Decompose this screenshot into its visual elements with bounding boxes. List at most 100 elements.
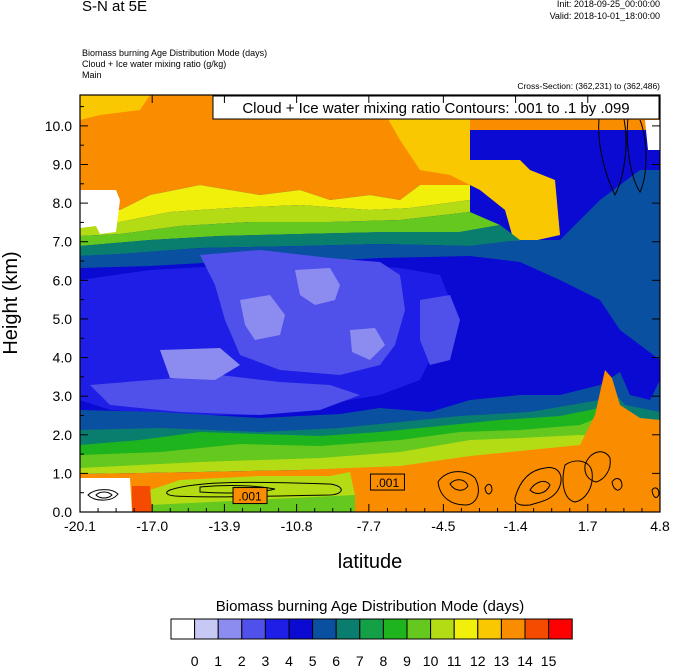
- field-surface-red: [132, 486, 152, 512]
- field-white-left: [80, 190, 120, 234]
- x-axis-label: latitude: [338, 551, 403, 573]
- field-low-band-11: [80, 435, 660, 474]
- y-axis: 0.0 1.0 2.0 3.0 4.0 5.0 6.0 7.0 8.0 9.0 10.0: [45, 106, 660, 520]
- subtitle-line-3: Main: [82, 70, 102, 80]
- y-tick-label: 3.0: [53, 388, 73, 404]
- x-tick-label: 1.7: [578, 518, 598, 534]
- field-upper-orange: [80, 95, 660, 210]
- page-title: S-N at 5E: [82, 0, 148, 15]
- colorbar-label: 1: [214, 653, 222, 668]
- field-white-right: [645, 120, 660, 150]
- contour-mid-2: [484, 483, 493, 495]
- plot-frame: [79, 94, 661, 513]
- colorbar-swatch: [453, 618, 479, 640]
- x-axis: -20.1 -17.0 -13.9 -10.8 -7.7 -4.5 -1.4 1.7 4.8: [64, 95, 670, 534]
- colorbar-label: 12: [470, 653, 486, 668]
- colorbar: [170, 618, 573, 640]
- colorbar-label: 2: [238, 653, 246, 668]
- colorbar-swatch: [312, 618, 337, 640]
- subtitle-line-2: Cloud + Ice water mixing ratio (g/kg): [82, 59, 227, 69]
- valid-time: Valid: 2018-10-01_18:00:00: [549, 11, 660, 21]
- contour-left-inner: [95, 491, 113, 499]
- colorbar-swatch: [477, 618, 502, 640]
- colorbar-label: 13: [494, 653, 510, 668]
- colorbar-swatch: [194, 618, 219, 640]
- colorbar-swatch: [217, 618, 243, 640]
- colorbar-label: 14: [517, 653, 533, 668]
- subtitle-line-1: Biomass burning Age Distribution Mode (d…: [82, 48, 268, 58]
- contour-labels: .001 .001: [232, 473, 405, 505]
- field-surface-orange: [80, 370, 660, 512]
- cloud-contours: [87, 109, 660, 506]
- contour-mid-1b: [449, 479, 469, 491]
- contour-label: .001: [376, 476, 400, 490]
- contour-right-1b: [529, 480, 551, 494]
- colorbar-label: 4: [285, 653, 293, 668]
- x-tick-label: -17.0: [136, 518, 168, 534]
- field-age-2-b: [240, 295, 285, 340]
- colorbar-labels: 0 1 2 3 4 5 6 7 8 9 10 11 12 13 14 15: [191, 653, 557, 668]
- colorbar-label: 7: [356, 653, 364, 668]
- x-tick-label: -13.9: [208, 518, 240, 534]
- field-age-3-right: [420, 295, 460, 365]
- colorbar-label: 3: [262, 653, 270, 668]
- contour-surface-main: [166, 481, 342, 498]
- x-tick-label: -1.4: [504, 518, 528, 534]
- y-tick-label: 1.0: [53, 465, 73, 481]
- y-tick-label: 9.0: [53, 157, 73, 173]
- colorbar-label: 6: [332, 653, 340, 668]
- colorbar-label: 11: [447, 653, 462, 668]
- field-age-2-d: [160, 348, 240, 380]
- contour-upper-right-1: [598, 109, 627, 197]
- contour-left: [87, 489, 119, 501]
- colorbar-label: 8: [380, 653, 388, 668]
- field-age-2-c: [350, 328, 385, 360]
- contour-label: .001: [238, 490, 262, 504]
- field-band-12: [80, 185, 470, 222]
- colorbar-swatch: [430, 618, 455, 640]
- field-band-11: [80, 200, 470, 236]
- colorbar-label: 0: [191, 653, 199, 668]
- colorbar-swatch: [524, 618, 550, 640]
- field-surface-white: [80, 478, 132, 512]
- x-tick-label: -7.7: [357, 518, 381, 534]
- field-upper-yellow-2: [380, 100, 560, 245]
- contour-label-box: [369, 473, 405, 491]
- colorbar-swatch: [335, 618, 361, 640]
- colorbar-swatch: [382, 618, 408, 640]
- y-tick-label: 4.0: [53, 350, 73, 366]
- x-tick-label: -10.8: [281, 518, 313, 534]
- y-axis-label: Height (km): [0, 251, 22, 354]
- colorbar-swatch: [500, 618, 526, 640]
- contour-info-box: [212, 95, 660, 120]
- x-tick-label: 4.8: [650, 518, 670, 534]
- contour-mid-1: [437, 471, 479, 506]
- colorbar-swatch: [170, 618, 196, 640]
- y-tick-label: 6.0: [53, 272, 73, 288]
- field-descriptions: Biomass burning Age Distribution Mode (d…: [82, 48, 267, 81]
- contour-right-1: [514, 467, 562, 506]
- x-tick-label: -20.1: [64, 518, 96, 534]
- contour-upper-right-2: [626, 117, 647, 194]
- contour-info-text: Cloud + Ice water mixing ratio Contours:…: [242, 100, 629, 117]
- y-tick-label: 0.0: [53, 504, 73, 520]
- contour-right-4: [611, 478, 623, 491]
- field-upper-yellow: [80, 95, 150, 120]
- y-tick-label: 8.0: [53, 195, 73, 211]
- contour-right-3: [584, 451, 611, 483]
- colorbar-label: 15: [541, 653, 557, 668]
- contour-right-5: [651, 487, 660, 498]
- colorbar-swatch: [288, 618, 314, 640]
- colorbar-swatch: [359, 618, 384, 640]
- heatmap-field: [80, 95, 660, 512]
- x-tick-label: -4.5: [431, 518, 455, 534]
- field-band-6: [80, 170, 660, 360]
- colorbar-label: 5: [309, 653, 317, 668]
- run-time-info: Init: 2018-09-25_00:00:00 Valid: 2018-10…: [550, 0, 660, 22]
- colorbar-title: Biomass burning Age Distribution Mode (d…: [216, 598, 524, 615]
- field-low-band-10: [80, 415, 660, 470]
- colorbar-swatch: [548, 618, 573, 640]
- colorbar-swatch: [264, 618, 290, 640]
- colorbar-label: 9: [403, 653, 411, 668]
